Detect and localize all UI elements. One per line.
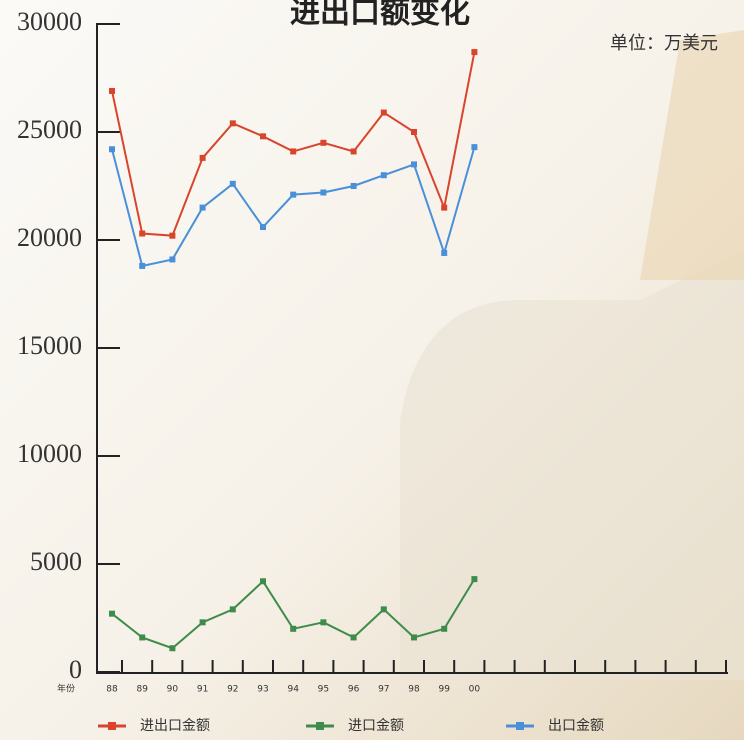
data-point [380, 109, 387, 116]
y-tick-label: 0 [69, 655, 82, 684]
data-point [169, 645, 176, 652]
data-point [350, 634, 357, 641]
data-point [290, 148, 297, 155]
data-point [411, 634, 417, 641]
data-point [109, 146, 115, 153]
data-point [229, 606, 236, 613]
data-point [441, 625, 448, 632]
data-point [109, 610, 115, 617]
x-tick-label: 98 [408, 685, 420, 695]
x-tick-label: 89 [136, 685, 148, 695]
data-point [320, 139, 327, 146]
data-point [350, 148, 357, 155]
x-tick-label: 91 [197, 685, 208, 695]
legend-marker [516, 722, 524, 730]
data-point [350, 183, 357, 189]
x-axis-label: 年份 [57, 683, 75, 695]
data-point [199, 204, 206, 211]
background-photo [400, 250, 744, 680]
data-point [411, 161, 417, 168]
data-point [169, 256, 176, 263]
y-tick-label: 5000 [30, 547, 82, 576]
x-tick-label: 88 [106, 685, 118, 695]
data-point [380, 606, 387, 613]
legend-label: 出口金额 [548, 718, 604, 734]
data-point [411, 129, 417, 135]
chart-title: 进出口额变化 [290, 0, 470, 31]
data-point [139, 230, 146, 237]
unit-label: 单位：万美元 [610, 33, 718, 54]
data-point [471, 144, 478, 151]
data-point [320, 189, 327, 196]
data-point [139, 262, 146, 269]
data-point [471, 49, 478, 56]
data-point [441, 204, 448, 211]
y-tick-label: 15000 [17, 331, 82, 360]
legend-label: 进出口金额 [140, 718, 210, 734]
legend-marker [108, 722, 116, 730]
data-point [260, 578, 266, 585]
legend-marker [316, 722, 324, 730]
data-point [471, 576, 478, 583]
data-point [229, 180, 236, 187]
x-tick-label: 95 [318, 685, 329, 695]
x-tick-label: 00 [469, 685, 481, 695]
data-point [290, 625, 297, 632]
data-point [199, 154, 206, 161]
data-point [380, 172, 387, 179]
x-tick-label: 90 [167, 685, 179, 695]
legend-label: 进口金额 [348, 718, 404, 734]
background-photo [640, 30, 744, 280]
y-tick-label: 10000 [17, 439, 82, 468]
data-point [169, 232, 176, 239]
data-point [320, 619, 327, 626]
data-point [229, 120, 236, 127]
data-point [109, 87, 115, 94]
x-tick-label: 99 [438, 685, 450, 695]
x-tick-label: 97 [378, 685, 389, 695]
x-tick-label: 96 [348, 685, 360, 695]
y-tick-label: 30000 [17, 7, 82, 36]
x-tick-label: 92 [227, 685, 238, 695]
data-point [260, 224, 266, 231]
x-tick-label: 94 [287, 685, 299, 695]
y-tick-label: 25000 [17, 115, 82, 144]
data-point [290, 191, 297, 198]
data-point [139, 634, 146, 641]
data-point [199, 619, 206, 626]
x-tick-label: 93 [257, 685, 268, 695]
data-point [441, 249, 448, 256]
data-point [260, 133, 266, 140]
y-tick-label: 20000 [17, 223, 82, 252]
